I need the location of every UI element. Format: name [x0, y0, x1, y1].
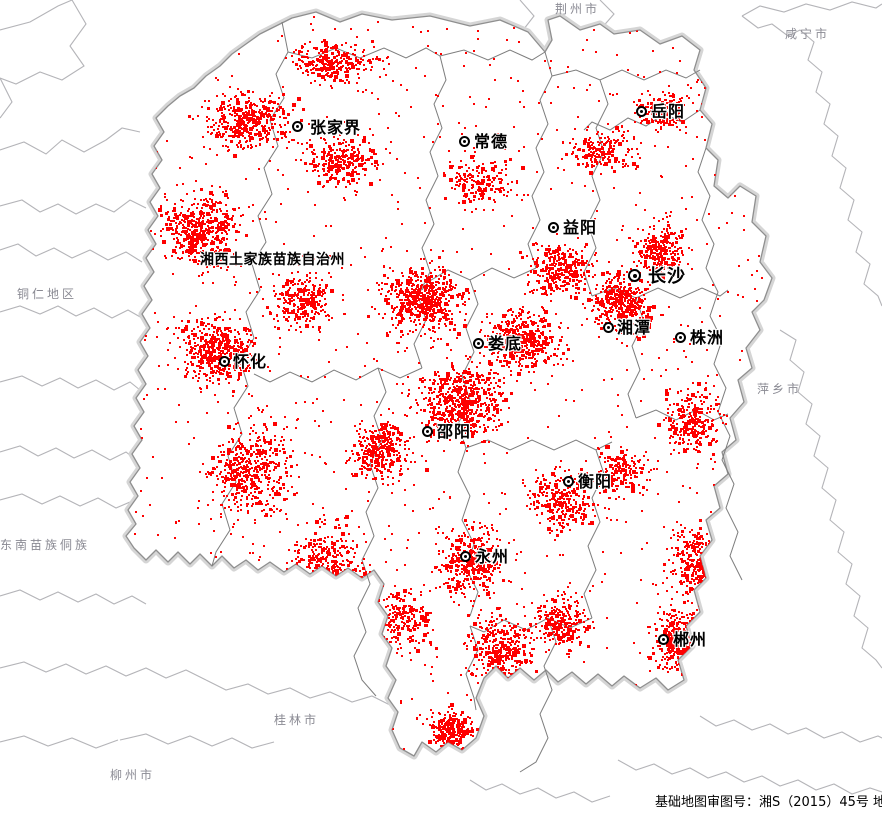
- neighbor-label-铜仁地区: 铜仁地区: [17, 287, 78, 301]
- neighbor-label-东南苗族侗族: 东南苗族侗族: [0, 538, 91, 552]
- neighbor-label-荆州市: 荆州市: [555, 2, 601, 16]
- city-marker-益阳[interactable]: [548, 222, 559, 233]
- city-label-张家界[interactable]: 张家界: [310, 118, 362, 137]
- city-marker-常德[interactable]: [459, 136, 470, 147]
- city-marker-娄底[interactable]: [473, 338, 484, 349]
- prefecture-boundaries: [211, 21, 743, 773]
- city-marker-株洲[interactable]: [675, 332, 686, 343]
- city-marker-湘潭[interactable]: [603, 322, 614, 333]
- city-marker-张家界[interactable]: [292, 121, 303, 132]
- city-marker-怀化[interactable]: [219, 356, 230, 367]
- city-label-长沙[interactable]: 长沙: [648, 266, 686, 287]
- city-marker-邵阳[interactable]: [422, 426, 433, 437]
- city-label-益阳[interactable]: 益阳: [563, 218, 598, 237]
- city-label-岳阳[interactable]: 岳阳: [651, 102, 686, 121]
- city-marker-长沙[interactable]: [628, 269, 641, 282]
- city-marker-岳阳[interactable]: [636, 106, 647, 117]
- city-marker-永州[interactable]: [460, 551, 471, 562]
- neighbor-label-柳州市: 柳州市: [110, 768, 156, 782]
- city-label-衡阳[interactable]: 衡阳: [578, 472, 613, 491]
- city-label-怀化[interactable]: 怀化: [233, 352, 268, 371]
- city-label-株洲[interactable]: 株洲: [690, 328, 725, 347]
- city-label-娄底[interactable]: 娄底: [488, 334, 523, 353]
- city-marker-郴州[interactable]: [658, 634, 669, 645]
- map-approval-number: 基础地图审图号：湘S（2015）45号 地: [655, 795, 882, 810]
- prefecture-label-湘西土家族苗族自治州[interactable]: 湘西土家族苗族自治州: [200, 252, 345, 268]
- neighbor-label-咸宁市: 咸宁市: [785, 27, 831, 41]
- city-label-邵阳[interactable]: 邵阳: [437, 422, 472, 441]
- neighbor-label-桂林市: 桂林市: [274, 713, 320, 727]
- city-label-永州[interactable]: 永州: [475, 547, 510, 566]
- city-marker-衡阳[interactable]: [563, 476, 574, 487]
- neighbor-label-萍乡市: 萍乡市: [757, 382, 803, 396]
- city-label-湘潭[interactable]: 湘潭: [617, 318, 652, 337]
- city-label-常德[interactable]: 常德: [474, 132, 509, 151]
- city-label-郴州[interactable]: 郴州: [673, 630, 708, 649]
